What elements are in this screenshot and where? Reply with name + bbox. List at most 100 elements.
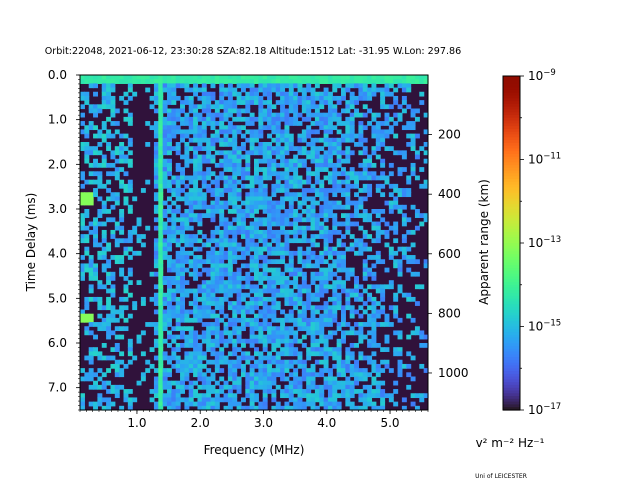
heatmap-cell xyxy=(149,125,155,131)
heatmap-cell xyxy=(101,204,107,210)
heatmap-cell xyxy=(236,167,242,172)
heatmap-cell xyxy=(258,338,264,344)
heatmap-cell xyxy=(310,317,316,323)
heatmap-cell xyxy=(197,192,203,198)
heatmap-cell xyxy=(314,137,320,143)
colorbar-strip xyxy=(503,329,520,333)
heatmap-cell xyxy=(232,288,238,294)
heatmap-cell xyxy=(227,95,233,101)
heatmap-cell xyxy=(93,296,98,302)
heatmap-cell xyxy=(123,288,129,294)
heatmap-cell xyxy=(310,158,316,164)
heatmap-cell xyxy=(354,213,359,218)
heatmap-cell xyxy=(271,313,277,319)
heatmap-cell xyxy=(114,158,120,164)
heatmap-cell xyxy=(293,112,299,118)
heatmap-cell xyxy=(167,108,172,114)
heatmap-cell xyxy=(227,167,233,172)
heatmap-cell xyxy=(258,263,264,269)
heatmap-cell xyxy=(275,146,281,151)
heatmap-cell xyxy=(336,292,342,298)
heatmap-cell xyxy=(271,309,277,315)
heatmap-cell xyxy=(332,171,338,177)
heatmap-cell xyxy=(123,116,129,122)
heatmap-cell xyxy=(245,359,251,365)
heatmap-cell xyxy=(158,158,164,164)
heatmap-cell xyxy=(110,104,116,110)
heatmap-cell xyxy=(188,271,194,277)
heatmap-cell xyxy=(332,389,338,394)
heatmap-cell xyxy=(175,280,181,285)
heatmap-cell xyxy=(153,108,159,114)
heatmap-cell xyxy=(210,389,216,394)
heatmap-cell xyxy=(267,125,272,131)
heatmap-cell xyxy=(284,188,290,193)
heatmap-cell xyxy=(314,225,320,231)
heatmap-cell xyxy=(201,301,207,306)
heatmap-cell xyxy=(284,267,290,273)
colorbar-strip xyxy=(503,178,520,183)
heatmap-cell xyxy=(106,179,112,185)
heatmap-cell xyxy=(384,229,390,235)
heatmap-cell xyxy=(288,405,294,411)
heatmap-cell xyxy=(119,154,125,160)
heatmap-cell xyxy=(319,351,325,357)
heatmap-cell xyxy=(167,142,172,147)
heatmap-cell xyxy=(275,250,281,256)
heatmap-cell xyxy=(371,112,377,118)
heatmap-cell xyxy=(336,95,342,101)
heatmap-cell xyxy=(93,263,98,269)
heatmap-cell xyxy=(197,133,203,139)
heatmap-cell xyxy=(210,250,216,256)
heatmap-cell xyxy=(262,91,268,97)
heatmap-cell xyxy=(293,83,299,89)
heatmap-cell xyxy=(314,288,320,294)
heatmap-cell xyxy=(293,330,299,336)
heatmap-cell xyxy=(206,108,212,114)
heatmap-cell xyxy=(419,213,425,218)
heatmap-cell xyxy=(336,200,342,206)
heatmap-cell xyxy=(97,179,103,185)
heatmap-cell xyxy=(219,255,225,260)
heatmap-cell xyxy=(97,284,103,290)
heatmap-cell xyxy=(210,125,216,131)
heatmap-cell xyxy=(306,376,312,382)
heatmap-cell xyxy=(158,87,164,93)
heatmap-cell xyxy=(354,133,359,139)
heatmap-cell xyxy=(284,125,290,131)
heatmap-cell xyxy=(188,192,194,198)
heatmap-cell xyxy=(262,276,268,281)
heatmap-cell xyxy=(93,171,98,177)
heatmap-cell xyxy=(201,280,207,285)
heatmap-cell xyxy=(275,405,281,411)
heatmap-cell xyxy=(349,363,355,369)
heatmap-cell xyxy=(240,175,246,181)
heatmap-cell xyxy=(119,213,125,218)
heatmap-cell xyxy=(180,137,185,143)
heatmap-cell xyxy=(297,83,303,89)
heatmap-cell xyxy=(97,129,103,135)
heatmap-cell xyxy=(232,158,238,164)
heatmap-cell xyxy=(362,384,368,390)
heatmap-cell xyxy=(106,326,112,332)
heatmap-cell xyxy=(249,221,255,227)
heatmap-cell xyxy=(106,209,112,214)
heatmap-cell xyxy=(84,133,90,139)
heatmap-cell xyxy=(280,225,286,231)
heatmap-cell xyxy=(80,368,85,373)
heatmap-cell xyxy=(206,338,212,344)
heatmap-cell xyxy=(214,129,220,135)
heatmap-cell xyxy=(327,79,333,84)
heatmap-cell xyxy=(275,162,281,168)
heatmap-cell xyxy=(319,221,325,227)
heatmap-cell xyxy=(323,242,329,248)
heatmap-cell xyxy=(236,221,242,227)
heatmap-cell xyxy=(362,112,368,118)
heatmap-cell xyxy=(184,280,190,285)
heatmap-cell xyxy=(232,204,238,210)
heatmap-cell xyxy=(271,217,277,223)
heatmap-cell xyxy=(158,389,164,394)
heatmap-cell xyxy=(97,376,103,382)
heatmap-cell xyxy=(267,355,272,361)
heatmap-cell xyxy=(258,363,264,369)
